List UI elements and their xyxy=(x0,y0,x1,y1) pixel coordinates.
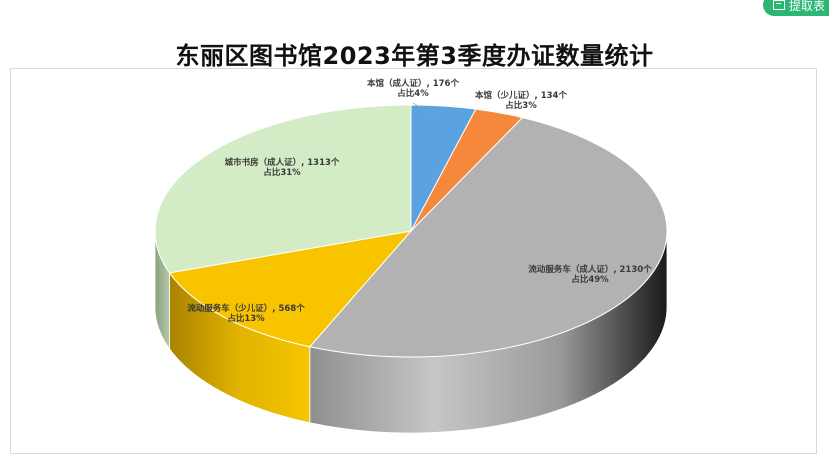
chart-title: 东丽区图书馆2023年第3季度办证数量统计 xyxy=(175,42,654,70)
slice-percent-1: 占比3% xyxy=(505,100,537,111)
slice-percent-2: 占比49% xyxy=(571,274,609,285)
leader-line xyxy=(412,102,441,121)
extract-table-button[interactable]: 提取表 xyxy=(763,0,829,16)
slice-label-4: 城市书房（成人证）, 1313个 xyxy=(225,157,340,168)
pie-top-layer xyxy=(154,104,668,358)
table-icon xyxy=(773,0,785,10)
slice-percent-3: 占比13% xyxy=(227,313,265,324)
slice-label-3: 流动服务车（少儿证）, 568个 xyxy=(187,303,305,314)
slice-label-0: 本馆（成人证）, 176个 xyxy=(367,78,459,89)
extract-table-label: 提取表 xyxy=(789,0,826,13)
pie-slice-3 xyxy=(168,230,413,348)
slice-label-1: 本馆（少儿证）, 134个 xyxy=(475,90,567,101)
slice-label-2: 流动服务车（成人证）, 2130个 xyxy=(528,264,652,275)
pie-slice-2 xyxy=(308,117,668,358)
slice-percent-4: 占比31% xyxy=(263,167,301,178)
pie-slice-4 xyxy=(154,104,412,274)
slice-percent-0: 占比4% xyxy=(397,88,429,99)
